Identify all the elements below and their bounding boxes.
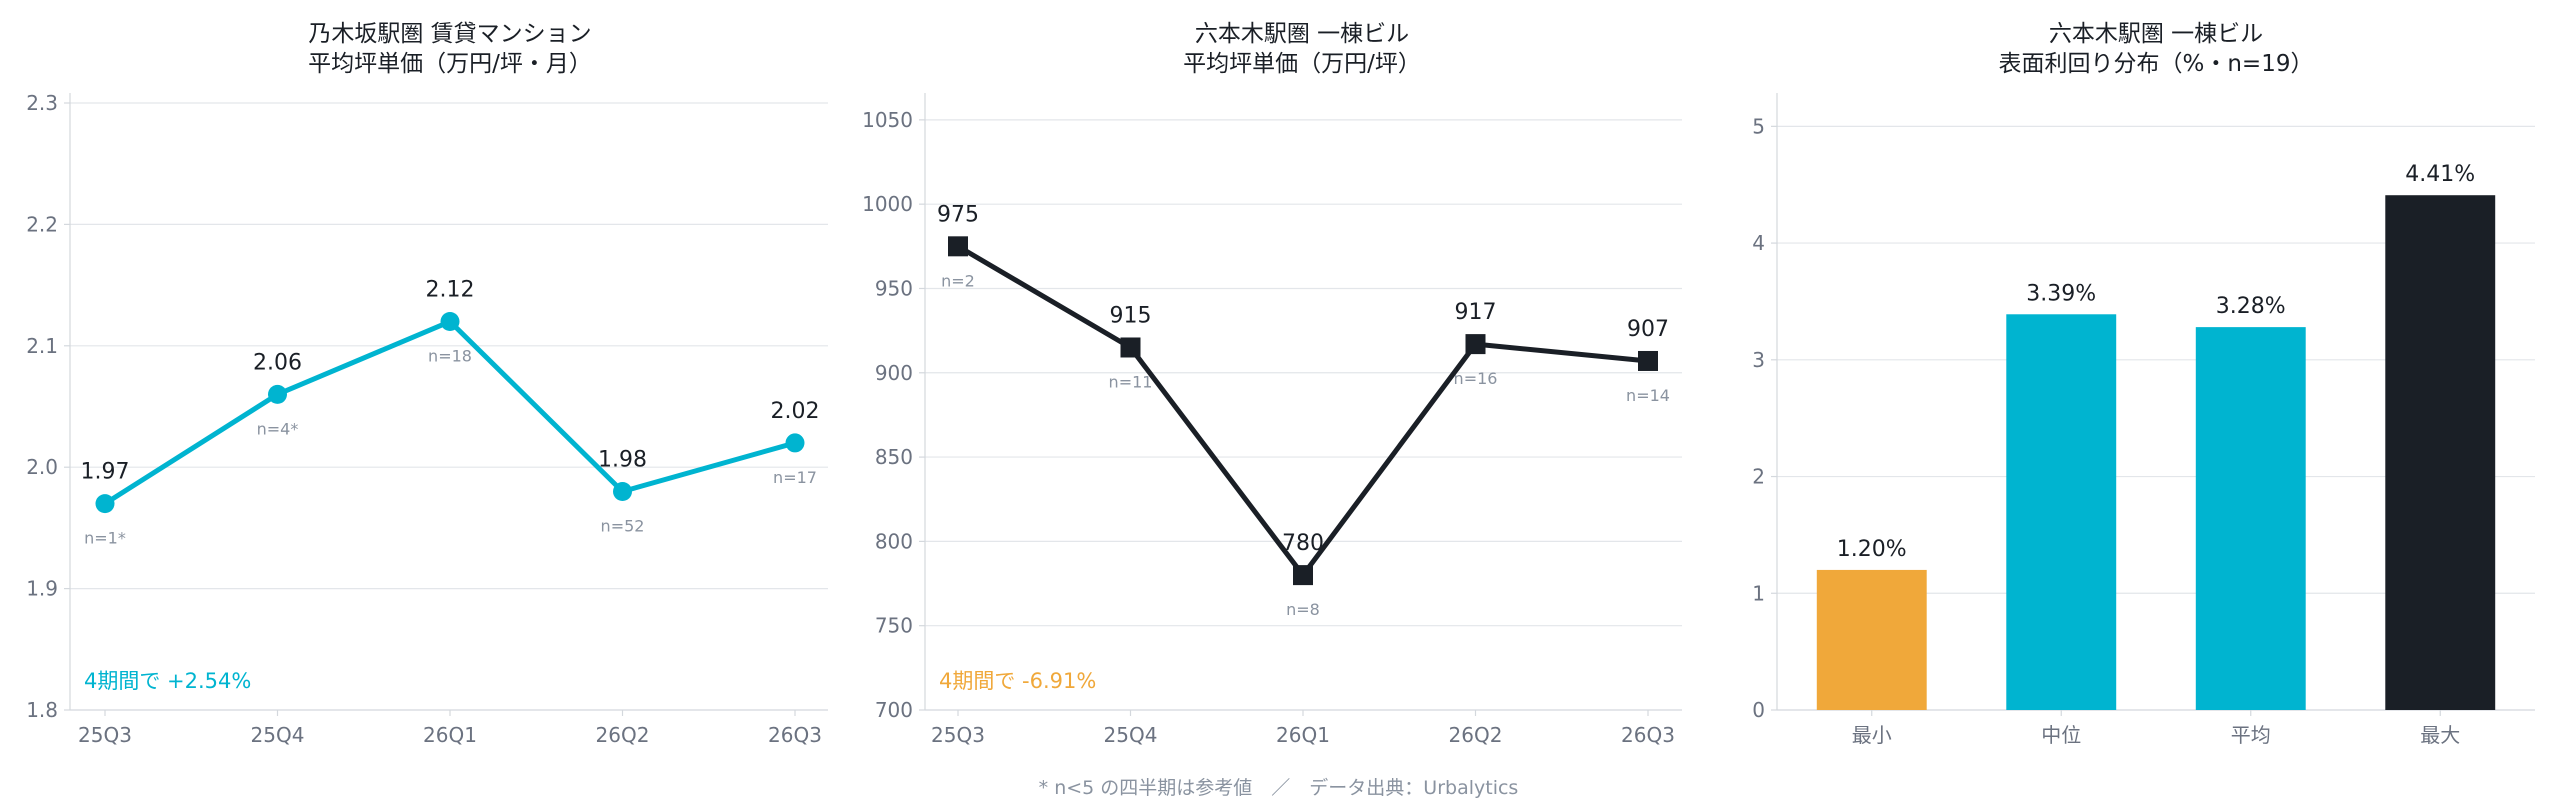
chart-title-line-1: 六本木駅圏 一棟ビル [1195, 21, 1409, 47]
bar [2385, 195, 2496, 711]
change-annotation: 4期間で -6.91% [939, 669, 1096, 693]
x-tick-label: 26Q3 [1621, 723, 1675, 747]
y-tick-label: 3 [1752, 348, 1765, 372]
y-tick-label: 2.0 [26, 455, 58, 479]
y-tick-label: 800 [875, 529, 913, 553]
data-label: 3.28% [2216, 294, 2286, 319]
chart-title-line-1: 六本木駅圏 一棟ビル [2049, 21, 2263, 47]
chart-title-line-2: 平均坪単価（万円/坪・月） [308, 51, 592, 77]
chart-title-line-2: 平均坪単価（万円/坪） [1183, 51, 1421, 77]
data-point [1293, 565, 1313, 586]
data-point [1120, 337, 1141, 358]
sample-size-label: n=14 [1626, 386, 1670, 405]
sample-size-label: n=4* [257, 419, 299, 438]
data-point [1465, 334, 1486, 355]
y-tick-label: 1.9 [26, 577, 58, 601]
x-tick-label: 25Q4 [1104, 723, 1158, 747]
footer-note: * n<5 の四半期は参考値 ／ データ出典：Urbalytics [1038, 777, 1519, 799]
data-label: 915 [1110, 303, 1152, 328]
x-tick-label: 26Q1 [423, 723, 477, 747]
y-tick-label: 750 [875, 614, 913, 638]
data-label: 907 [1627, 317, 1669, 342]
data-label: 4.41% [2405, 162, 2475, 187]
data-label: 1.98 [598, 447, 647, 472]
y-tick-label: 2.2 [26, 212, 58, 236]
y-tick-label: 950 [875, 276, 913, 300]
data-label: 780 [1282, 531, 1324, 556]
bar [2006, 314, 2117, 710]
chart-title-line-2: 表面利回り分布（%・n=19） [1999, 51, 2314, 77]
y-tick-label: 2.3 [26, 91, 58, 115]
data-point [948, 236, 968, 257]
data-point [613, 481, 632, 501]
data-label: 1.20% [1837, 537, 1907, 562]
sample-size-label: n=2 [941, 271, 975, 290]
data-label: 1.97 [81, 460, 130, 485]
y-tick-label: 1050 [862, 108, 913, 132]
x-tick-label: 中位 [2041, 723, 2081, 747]
y-tick-label: 1000 [862, 192, 913, 216]
sample-size-label: n=18 [428, 347, 472, 366]
y-tick-label: 2.1 [26, 334, 58, 358]
series-line [955, 243, 1651, 578]
data-label: 2.02 [771, 399, 820, 424]
sample-size-label: n=16 [1454, 369, 1498, 388]
chart-title-line-1: 乃木坂駅圏 賃貸マンション [308, 21, 591, 47]
y-tick-label: 1.8 [26, 698, 58, 722]
bar [2195, 327, 2306, 710]
x-tick-label: 25Q3 [931, 723, 985, 747]
y-tick-label: 1 [1752, 581, 1765, 605]
data-label: 2.12 [426, 278, 475, 303]
data-point [95, 494, 115, 514]
x-tick-label: 25Q4 [251, 723, 305, 747]
data-label: 2.06 [253, 350, 302, 375]
x-tick-label: 26Q3 [768, 723, 822, 747]
sample-size-label: n=8 [1286, 600, 1320, 619]
y-tick-label: 900 [875, 361, 913, 385]
x-tick-label: 最大 [2420, 723, 2460, 747]
sample-size-label: n=11 [1109, 372, 1153, 391]
data-point [268, 384, 287, 404]
x-tick-label: 26Q2 [596, 723, 650, 747]
data-label: 975 [937, 202, 979, 227]
y-tick-label: 4 [1752, 231, 1765, 255]
x-tick-label: 最小 [1852, 723, 1892, 747]
y-tick-label: 850 [875, 445, 913, 469]
x-tick-label: 26Q2 [1449, 723, 1503, 747]
sample-size-label: n=17 [773, 468, 817, 487]
x-tick-label: 平均 [2231, 723, 2271, 747]
data-point [785, 433, 805, 453]
data-point [1638, 350, 1658, 371]
y-tick-label: 0 [1752, 698, 1765, 722]
change-annotation: 4期間で +2.54% [84, 669, 251, 693]
y-tick-label: 700 [875, 698, 913, 722]
y-tick-label: 2 [1752, 465, 1765, 489]
y-tick-label: 5 [1752, 114, 1765, 138]
bar [1816, 569, 1927, 710]
sample-size-label: n=52 [601, 516, 645, 535]
sample-size-label: n=1* [84, 529, 126, 548]
x-tick-label: 25Q3 [78, 723, 132, 747]
data-label: 917 [1455, 300, 1497, 325]
data-label: 3.39% [2026, 281, 2096, 306]
x-tick-label: 26Q1 [1276, 723, 1330, 747]
data-point [440, 312, 460, 332]
